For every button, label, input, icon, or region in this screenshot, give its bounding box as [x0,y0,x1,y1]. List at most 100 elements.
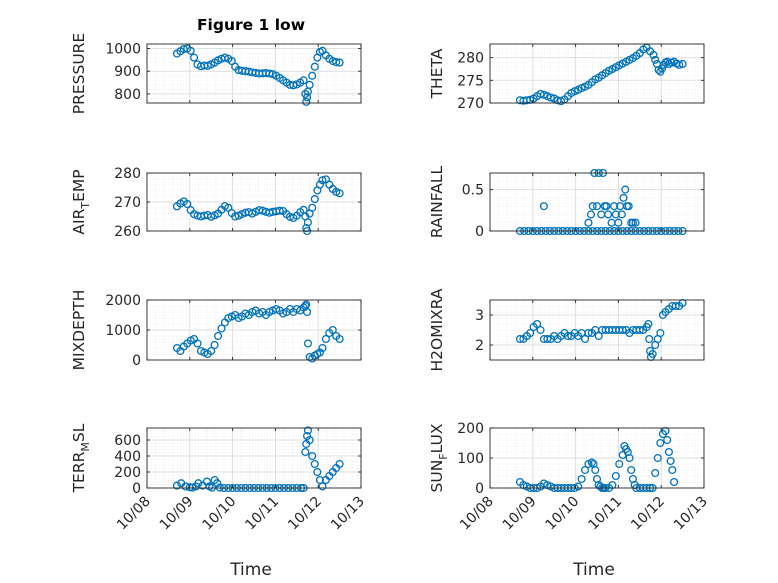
data-point [617,210,626,219]
data-point [321,334,330,344]
data-point [615,459,624,469]
data-point [303,431,312,441]
data-point [313,467,322,477]
y-tick-label: 2 [475,338,484,354]
data-point [610,202,619,211]
y-tick-label: 1000 [105,323,141,339]
data-point [328,325,337,335]
x-tick-label: 10/08 [457,494,497,534]
y-tick-label: 0.5 [462,183,484,199]
panel-3: 260 270 280 AIRTEMP [70,166,362,240]
x-tick-label: 10/11 [585,494,625,534]
y-tick-label: 100 [457,451,484,467]
data-point [666,456,675,466]
data-point [299,76,308,85]
data-point [515,334,525,344]
y-tick-label: 2000 [105,293,141,309]
data-point [207,346,216,356]
data-point [303,426,312,435]
y-tick-label: 280 [114,166,141,182]
data-point [335,334,344,344]
data-point [651,55,660,64]
data-point [305,80,314,89]
data-point [635,325,644,335]
data-point [536,325,545,335]
data-point [645,334,654,344]
data-point [678,59,687,69]
data-point [668,465,677,475]
y-tick-label: 3 [475,308,484,324]
data-point [594,331,603,341]
data-point [303,93,312,102]
data-point [577,474,586,484]
y-tick-label: 0 [475,481,484,497]
data-point [656,438,665,448]
panel-6: 2 3 H2OMIXRA [428,288,705,372]
data-point [335,58,344,67]
y-tick-label: 270 [457,96,484,112]
data-point [592,202,602,211]
y-tick-label: 280 [457,51,484,67]
data-point [669,477,679,487]
y-tick-label: 0 [132,481,141,497]
series-points [515,43,687,106]
data-point [308,451,317,461]
data-point [580,465,590,475]
plot-area [490,44,704,103]
data-point [619,193,628,202]
data-point [335,189,344,198]
data-point [318,482,327,491]
minor-grid [490,172,704,232]
data-point [653,453,662,463]
data-point [303,339,312,348]
data-point [611,210,620,219]
data-point [628,218,638,227]
data-point [624,202,633,211]
y-axis-label: RAINFALL [428,165,446,238]
data-point [644,319,653,329]
y-tick-label: 800 [114,87,141,103]
data-point [227,56,236,66]
data-point [574,482,583,491]
y-tick-label: 200 [114,465,141,481]
data-point [618,325,627,335]
x-tick-label: 10/08 [114,494,154,534]
data-point [231,212,240,221]
data-point [586,210,596,219]
x-axis-label-left: Time [229,560,272,580]
data-point [587,458,596,467]
data-point [533,319,542,329]
x-tick-label: 10/12 [285,494,325,534]
data-point [625,453,634,463]
y-tick-label: 200 [457,421,484,437]
y-tick-label: 900 [114,64,141,80]
data-point [193,339,202,348]
x-tick-label: 10/12 [628,494,668,534]
series-points [172,44,344,106]
data-point [289,81,298,90]
data-point [194,479,203,488]
data-point [675,60,684,69]
x-tick-label: 10/11 [242,494,282,534]
data-point [210,340,219,350]
y-tick-label: 1000 [105,42,141,58]
y-axis-label: PRESSURE [70,33,88,115]
data-point [656,328,665,338]
data-point [664,447,673,457]
data-point [301,447,310,457]
data-point [310,62,319,71]
data-point [310,195,319,204]
data-point [213,479,222,488]
y-axis-label: THETA [428,48,446,99]
data-point [631,218,640,227]
panel-2: 270 275 280 THETA [428,43,705,112]
data-point [580,334,590,344]
data-point [190,53,199,62]
data-point [310,459,319,469]
x-tick-label: 10/13 [671,494,711,534]
data-point [621,185,630,194]
panel-8: 0 100 200 SUNFLUX 10/08 10/09 10/10 10/11 10/12 1… [428,421,711,533]
y-tick-label: 270 [114,195,141,211]
data-point [308,203,317,212]
